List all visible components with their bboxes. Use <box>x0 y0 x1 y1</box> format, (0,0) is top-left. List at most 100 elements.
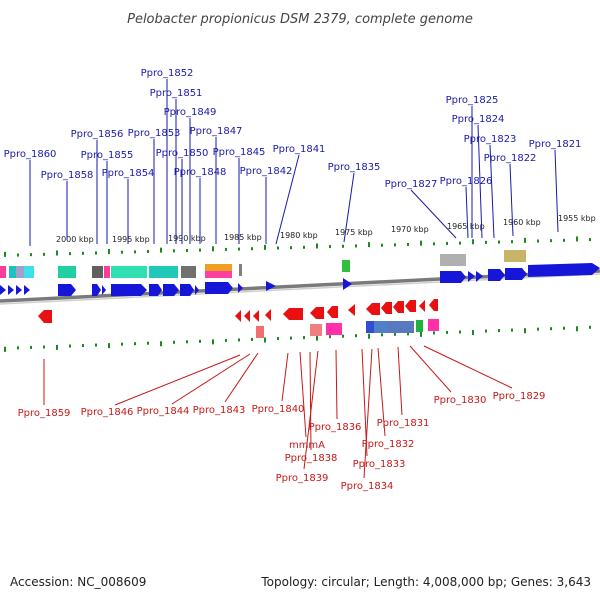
tick-mark <box>251 337 253 341</box>
tick-mark <box>277 246 279 250</box>
gene-label[interactable]: Ppro_1841 <box>273 144 326 155</box>
tick-mark <box>225 338 227 342</box>
tick-mark <box>420 331 422 337</box>
gene-label[interactable]: Ppro_1822 <box>484 153 537 164</box>
gene-label[interactable]: Ppro_1826 <box>440 176 493 187</box>
tick-mark <box>329 335 331 339</box>
gene-label[interactable]: Ppro_1832 <box>362 439 415 450</box>
tick-mark <box>576 326 578 332</box>
accession-text: Accession: NC_008609 <box>10 575 146 589</box>
tick-mark <box>290 336 292 340</box>
gene-leader-line <box>409 345 452 393</box>
gene-label[interactable]: Ppro_1839 <box>276 473 329 484</box>
gene-label[interactable]: Ppro_1835 <box>328 162 381 173</box>
tick-mark <box>316 335 318 341</box>
gene-label[interactable]: Ppro_1829 <box>493 391 546 402</box>
gene-label[interactable]: Ppro_1836 <box>309 422 362 433</box>
tick-mark <box>82 344 84 348</box>
scale-label: 2000 kbp <box>56 235 94 244</box>
gene-leader-line <box>377 347 386 437</box>
tick-mark <box>264 244 266 250</box>
gene-label[interactable]: Ppro_1824 <box>452 114 505 125</box>
tick-mark <box>511 328 513 332</box>
tick-mark <box>212 339 214 345</box>
tick-mark <box>524 237 526 243</box>
tick-mark <box>199 339 201 343</box>
gene-leader-line <box>224 352 259 403</box>
gene-label[interactable]: Ppro_1852 <box>141 68 194 79</box>
gene-label[interactable]: Ppro_1840 <box>252 404 305 415</box>
gene-leader-line <box>423 345 513 389</box>
gene-label[interactable]: Ppro_1855 <box>81 150 134 161</box>
gene-label[interactable]: Ppro_1854 <box>102 168 155 179</box>
tick-mark <box>56 250 58 256</box>
tick-mark <box>69 344 71 348</box>
tick-mark <box>589 325 591 329</box>
gene-label[interactable]: Ppro_1825 <box>446 95 499 106</box>
gene-leader-line <box>554 149 559 233</box>
tick-mark <box>30 345 32 349</box>
tick-mark <box>550 327 552 331</box>
gene-label[interactable]: Ppro_1830 <box>434 395 487 406</box>
gene-label[interactable]: Ppro_1834 <box>341 481 394 492</box>
gene-label[interactable]: Ppro_1831 <box>377 418 430 429</box>
tick-mark <box>264 337 266 343</box>
gene-label[interactable]: Ppro_1859 <box>18 408 71 419</box>
gene-label[interactable]: Ppro_1842 <box>240 166 293 177</box>
scale-label: 1960 kbp <box>503 218 541 227</box>
gene-label[interactable]: Ppro_1856 <box>71 129 124 140</box>
gene-leader-line <box>489 144 495 239</box>
tick-mark <box>433 331 435 335</box>
page-title: Pelobacter propionicus DSM 2379, complet… <box>127 12 473 27</box>
gene-label[interactable]: Ppro_1838 <box>285 453 338 464</box>
tick-mark <box>563 326 565 330</box>
gene-label[interactable]: Ppro_1845 <box>213 147 266 158</box>
tick-mark <box>433 242 435 246</box>
tick-mark <box>407 243 409 247</box>
scale-label: 1985 kbp <box>224 233 262 242</box>
tick-mark <box>134 342 136 346</box>
gene-leader-line <box>309 351 312 451</box>
gene-label[interactable]: Ppro_1844 <box>137 406 190 417</box>
gene-leader-line <box>114 354 241 406</box>
tick-mark <box>329 245 331 249</box>
gene-label[interactable]: Ppro_1851 <box>150 88 203 99</box>
gene-label[interactable]: Ppro_1833 <box>353 459 406 470</box>
tick-mark <box>355 244 357 248</box>
tick-mark <box>303 245 305 249</box>
tick-mark <box>238 338 240 342</box>
gene-label[interactable]: Ppro_1823 <box>464 134 517 145</box>
gene-leader-line <box>465 186 469 239</box>
gene-label[interactable]: Ppro_1827 <box>385 179 438 190</box>
tick-mark <box>394 243 396 247</box>
tick-mark <box>108 249 110 255</box>
gene-label[interactable]: Ppro_1843 <box>193 405 246 416</box>
tick-mark <box>342 244 344 248</box>
gene-label[interactable]: Ppro_1860 <box>4 149 57 160</box>
forward-gene-labels: Ppro_1860 Ppro_1858 Ppro_1856 Ppro_1855 Ppro… <box>4 68 582 246</box>
gene-leader-line <box>299 351 307 438</box>
gene-label[interactable]: Ppro_1849 <box>164 107 217 118</box>
gene-leader-line <box>335 349 338 420</box>
gene-label[interactable]: Ppro_1821 <box>529 139 582 150</box>
gene-leader-line <box>477 124 483 239</box>
gene-leader-line <box>509 163 514 237</box>
gene-label[interactable]: Ppro_1850 <box>156 148 209 159</box>
tick-mark <box>537 239 539 243</box>
tick-mark <box>550 239 552 243</box>
tick-mark <box>576 236 578 242</box>
tick-mark <box>95 251 97 255</box>
tick-mark <box>303 336 305 340</box>
gene-label[interactable]: Ppro_1848 <box>174 167 227 178</box>
tick-mark <box>69 252 71 256</box>
gene-label[interactable]: Ppro_1846 <box>81 407 134 418</box>
tick-mark <box>121 342 123 346</box>
gene-label[interactable]: Ppro_1853 <box>128 128 181 139</box>
tick-mark <box>186 248 188 252</box>
tick-mark <box>56 344 58 350</box>
tick-mark <box>290 246 292 250</box>
gene-label[interactable]: Ppro_1858 <box>41 170 94 181</box>
tick-mark <box>251 247 253 251</box>
tick-mark <box>472 239 474 245</box>
gene-label[interactable]: Ppro_1847 <box>190 126 243 137</box>
